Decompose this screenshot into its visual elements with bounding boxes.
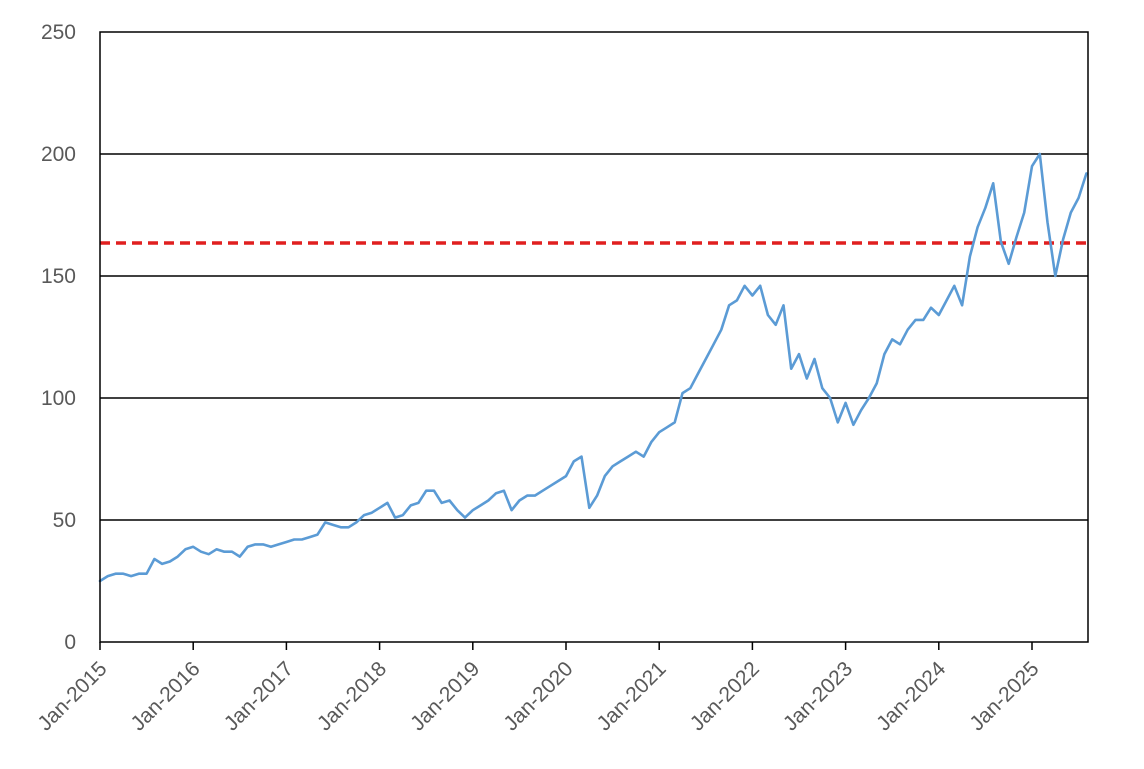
y-tick-label: 50 (53, 509, 76, 532)
x-tick-label: Jan-2021 (593, 657, 671, 735)
y-tick-label: 0 (64, 631, 76, 654)
x-tick-label: Jan-2016 (127, 657, 205, 735)
x-tick-label: Jan-2018 (313, 657, 391, 735)
series-line (98, 152, 1088, 583)
x-axis-tick-labels: Jan-2015 Jan-2016 Jan-2017 Jan-2018 Jan-2019… (33, 642, 1044, 735)
plot-frame (99, 31, 1089, 643)
gridlines (100, 153, 1088, 521)
series-layer (98, 152, 1088, 583)
x-tick-label: Jan-2019 (406, 657, 484, 735)
y-tick-label: 150 (41, 265, 76, 288)
x-tick-label: Jan-2020 (499, 657, 577, 735)
x-tick-label: Jan-2023 (779, 657, 857, 735)
y-tick-label: 100 (41, 387, 76, 410)
x-tick-label: Jan-2015 (33, 657, 111, 735)
x-tick-label: Jan-2022 (686, 657, 764, 735)
y-axis-tick-labels: 0 50 100 150 200 250 (41, 21, 76, 654)
x-tick-label: Jan-2025 (965, 657, 1043, 735)
y-tick-label: 250 (41, 21, 76, 44)
x-tick-label: Jan-2017 (220, 657, 298, 735)
x-tick-label: Jan-2024 (872, 657, 950, 735)
y-tick-label: 200 (41, 143, 76, 166)
